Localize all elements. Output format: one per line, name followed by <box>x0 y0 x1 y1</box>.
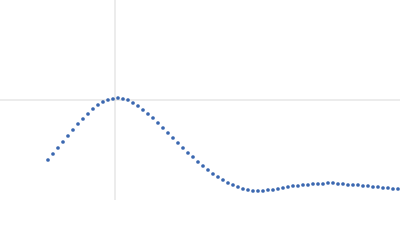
point <box>266 188 270 192</box>
point <box>61 140 65 144</box>
point <box>186 151 190 155</box>
point <box>136 104 140 108</box>
point <box>131 101 135 105</box>
point <box>246 188 250 192</box>
point <box>211 172 215 176</box>
point <box>356 183 360 187</box>
point <box>51 152 55 156</box>
point <box>146 112 150 116</box>
point <box>286 185 290 189</box>
point <box>106 98 110 102</box>
point <box>66 134 70 138</box>
point <box>381 186 385 190</box>
point <box>141 108 145 112</box>
point <box>156 121 160 125</box>
point <box>191 155 195 159</box>
point <box>316 182 320 186</box>
point <box>236 185 240 189</box>
point <box>346 183 350 187</box>
page: {"chart_data": {"type": "scatter", "x": … <box>0 0 400 200</box>
point <box>311 182 315 186</box>
point <box>206 168 210 172</box>
point <box>396 187 400 191</box>
point <box>256 189 260 193</box>
point <box>161 126 165 130</box>
point <box>326 181 330 185</box>
point <box>241 187 245 191</box>
point <box>331 181 335 185</box>
point <box>341 182 345 186</box>
point <box>46 158 50 162</box>
point <box>386 186 390 190</box>
point <box>296 184 300 188</box>
point <box>306 183 310 187</box>
point <box>221 178 225 182</box>
point <box>176 141 180 145</box>
point <box>151 116 155 120</box>
point <box>226 181 230 185</box>
point <box>116 96 120 100</box>
point <box>376 185 380 189</box>
point <box>101 100 105 104</box>
point <box>121 97 125 101</box>
point <box>171 136 175 140</box>
point <box>166 131 170 135</box>
point <box>81 117 85 121</box>
point <box>96 103 100 107</box>
point <box>336 182 340 186</box>
point <box>91 107 95 111</box>
point <box>301 183 305 187</box>
point <box>86 112 90 116</box>
point <box>271 188 275 192</box>
point <box>261 189 265 193</box>
point <box>251 189 255 193</box>
point <box>71 128 75 132</box>
point <box>276 187 280 191</box>
point <box>201 164 205 168</box>
point <box>366 184 370 188</box>
point <box>391 187 395 191</box>
point <box>56 146 60 150</box>
chart <box>0 0 400 200</box>
point <box>76 122 80 126</box>
point <box>196 160 200 164</box>
point <box>361 184 365 188</box>
point <box>291 184 295 188</box>
point <box>281 186 285 190</box>
point <box>216 175 220 179</box>
point <box>181 146 185 150</box>
point <box>231 183 235 187</box>
point <box>351 183 355 187</box>
point <box>126 98 130 102</box>
point <box>371 185 375 189</box>
point <box>111 97 115 101</box>
point <box>321 182 325 186</box>
